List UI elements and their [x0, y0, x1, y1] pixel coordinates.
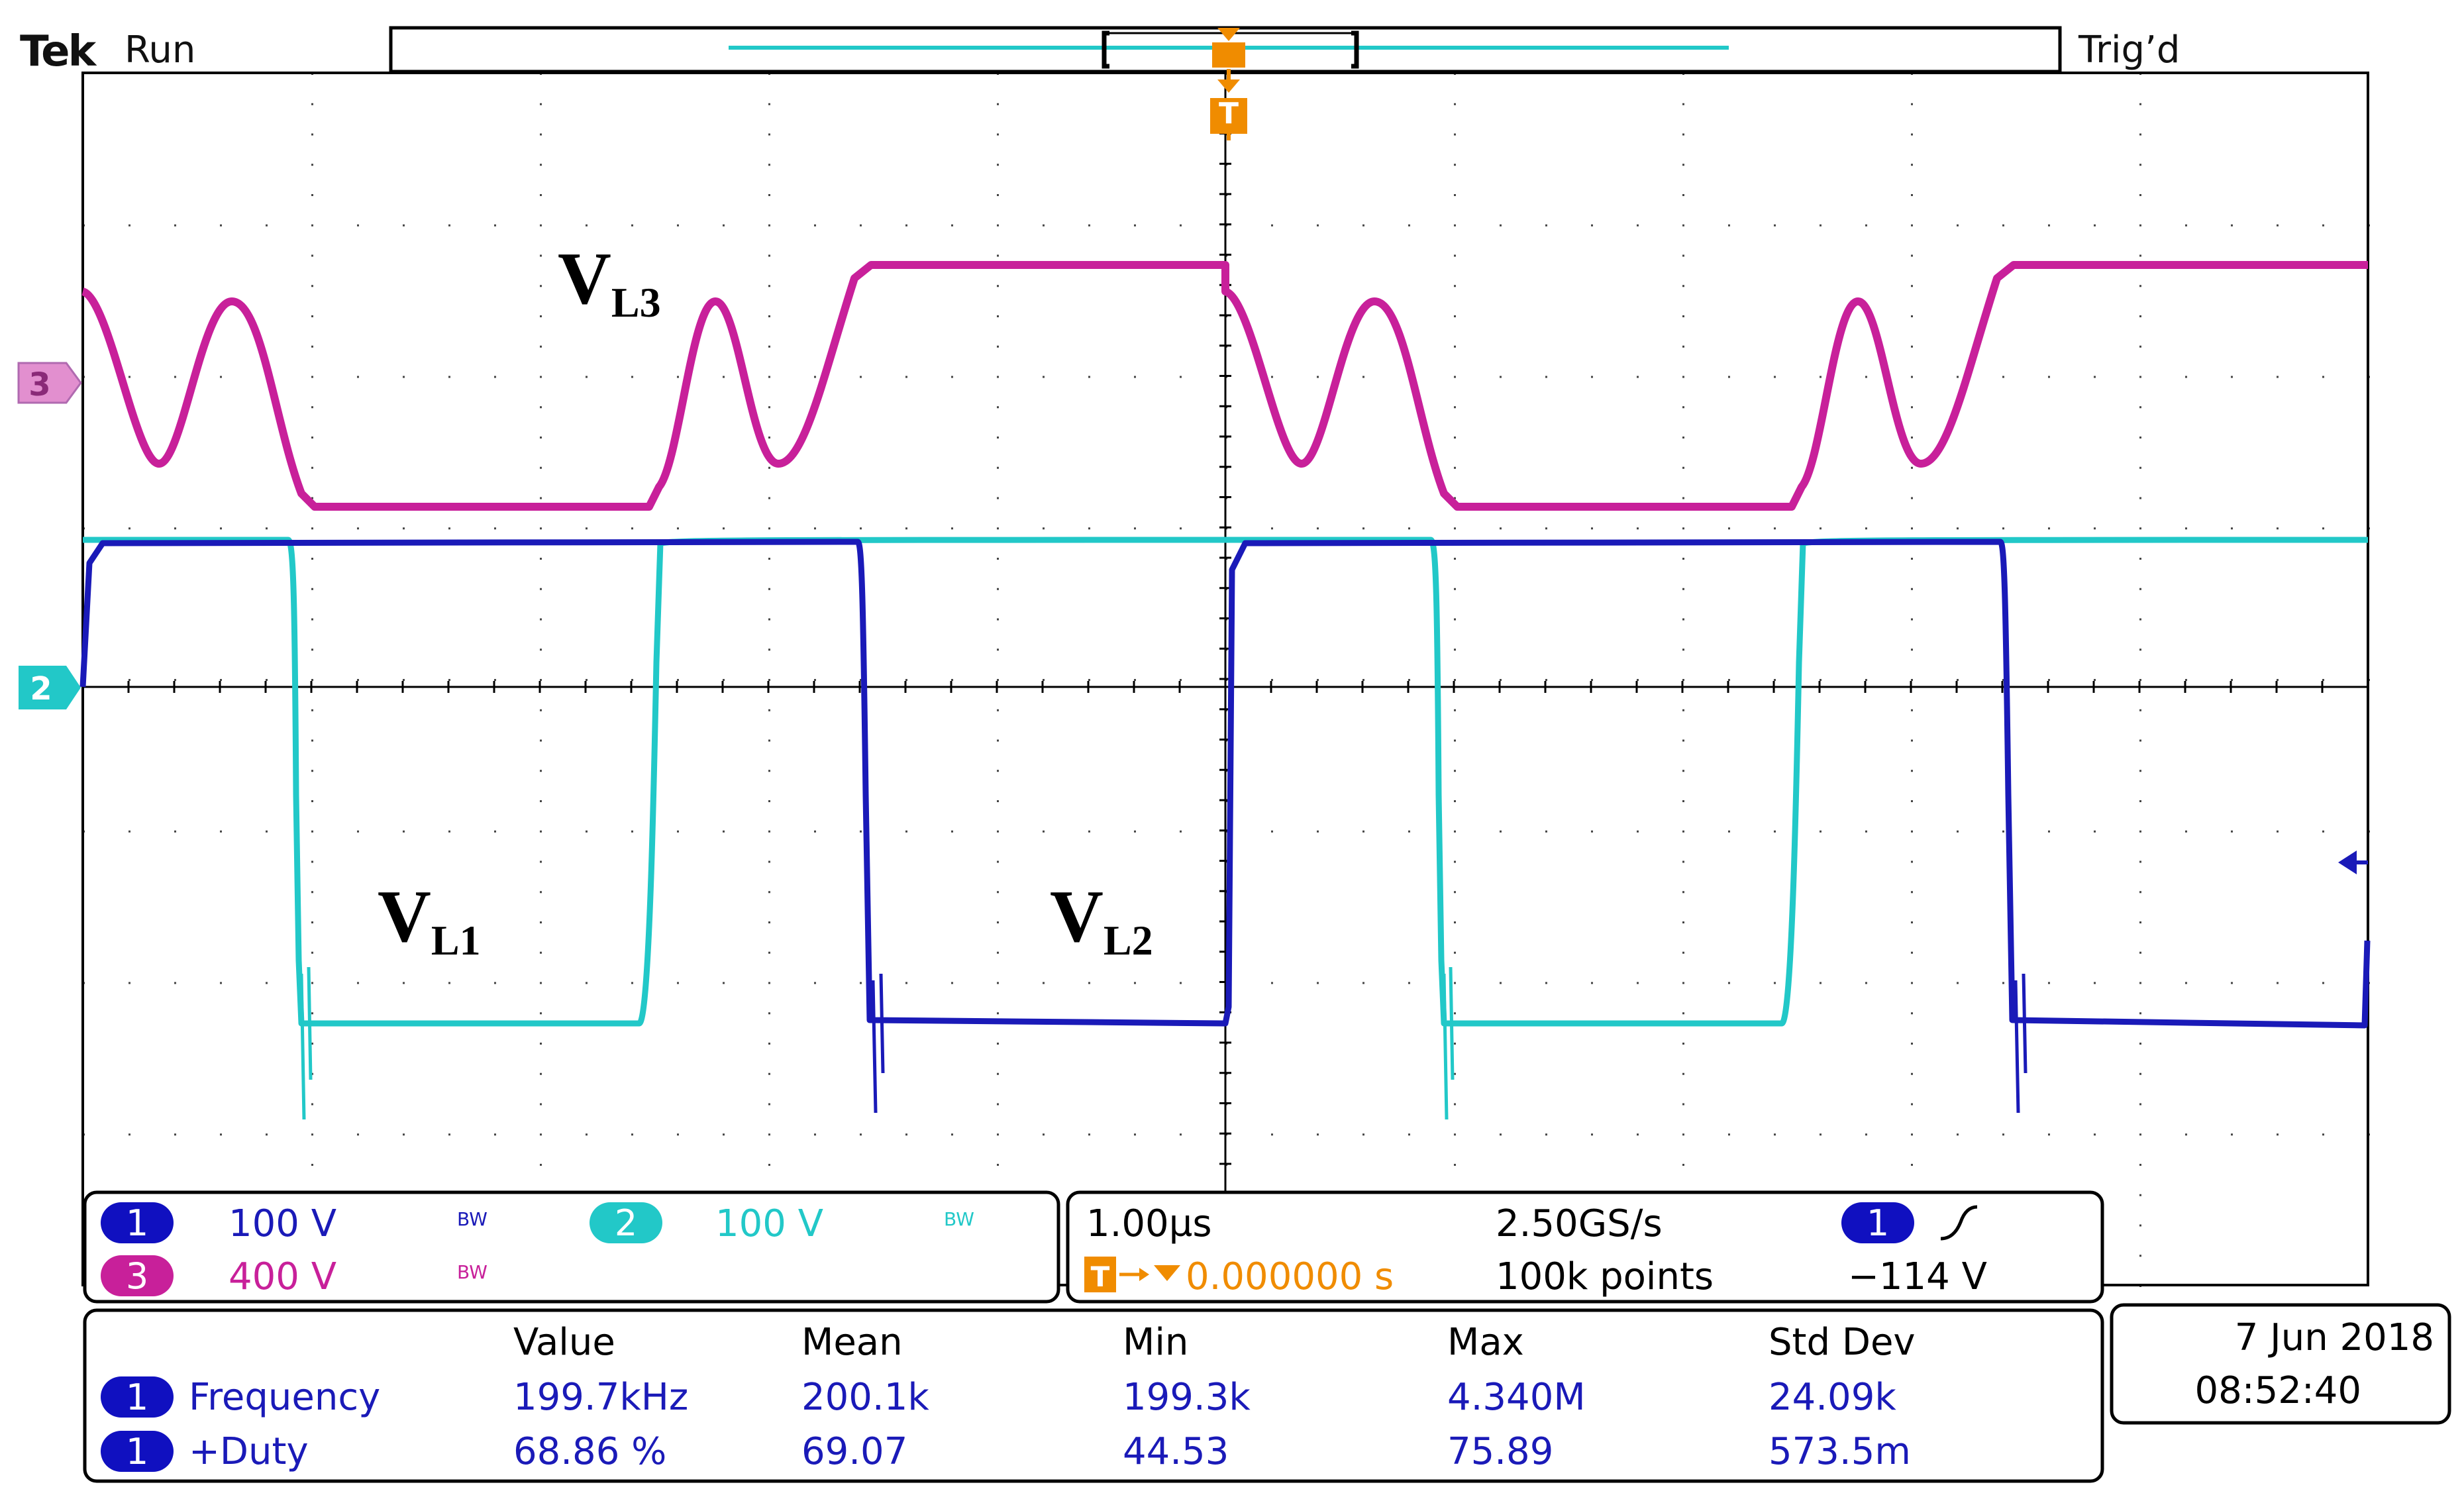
trigger-level[interactable]: −114 V — [1848, 1255, 1987, 1298]
measurement-row-frequency: 1 Frequency 199.7kHz 200.1k 199.3k 4.340… — [101, 1376, 1896, 1419]
record-length: 100k points — [1496, 1255, 1714, 1298]
svg-text:75.89: 75.89 — [1447, 1430, 1553, 1473]
ch2-badge[interactable]: 2 — [590, 1202, 662, 1244]
ch3-bw: BW — [457, 1261, 488, 1283]
svg-text:44.53: 44.53 — [1123, 1430, 1229, 1473]
ch2-waveform-b — [1225, 537, 2369, 1027]
acquisition-state: Run — [125, 28, 196, 72]
svg-text:24.09k: 24.09k — [1769, 1376, 1896, 1419]
ch1-bw: BW — [457, 1208, 488, 1230]
svg-text:1: 1 — [126, 1376, 148, 1418]
svg-text:199.7kHz: 199.7kHz — [513, 1376, 688, 1419]
measurement-row-duty: 1 +Duty 68.86 % 69.07 44.53 75.89 573.5m — [101, 1430, 1911, 1473]
ch1-badge[interactable]: 1 — [101, 1202, 174, 1244]
measurement-headers: Value Mean Min Max Std Dev — [513, 1321, 1916, 1364]
svg-text:Frequency: Frequency — [189, 1376, 380, 1419]
svg-text:T: T — [1219, 97, 1239, 130]
ch1-waveform-a — [79, 539, 2371, 1029]
svg-text:3: 3 — [28, 366, 50, 403]
ch1-scale: 100 V — [229, 1202, 336, 1245]
ch2-ringing — [299, 966, 1455, 1120]
svg-text:Min: Min — [1123, 1321, 1188, 1364]
svg-text:2: 2 — [30, 670, 52, 707]
svg-text:T: T — [1091, 1261, 1110, 1293]
channel-3-marker[interactable]: 3 — [17, 362, 82, 404]
trigger-position-icon: T — [1084, 1257, 1180, 1293]
svg-text:2: 2 — [615, 1202, 637, 1244]
ch1-ringing — [871, 973, 2028, 1113]
trace-label-vl3: VL3 — [558, 238, 661, 326]
svg-text:1: 1 — [126, 1202, 148, 1244]
svg-text:Std Dev: Std Dev — [1769, 1321, 1916, 1364]
graticule — [81, 72, 2370, 1287]
datetime-box — [2110, 1303, 2451, 1425]
trace-label-vl2: VL2 — [1050, 876, 1153, 964]
ch2-bw: BW — [944, 1208, 974, 1230]
date: 7 Jun 2018 — [2235, 1316, 2434, 1359]
trace-label-vl1: VL1 — [378, 876, 481, 964]
svg-text:4.340M: 4.340M — [1447, 1376, 1586, 1419]
trigger-position-marker[interactable]: T — [1210, 28, 1247, 140]
svg-text:Mean: Mean — [801, 1321, 903, 1364]
svg-text:1: 1 — [1867, 1202, 1889, 1244]
trigger-source-badge[interactable]: 1 — [1841, 1202, 1914, 1244]
ch2-scale: 100 V — [715, 1202, 823, 1245]
ch3-badge[interactable]: 3 — [101, 1255, 174, 1297]
svg-text:3: 3 — [126, 1255, 148, 1297]
svg-text:Value: Value — [513, 1321, 615, 1364]
rising-edge-icon — [1940, 1205, 1978, 1241]
time: 08:52:40 — [2194, 1369, 2361, 1412]
svg-text:Max: Max — [1447, 1321, 1524, 1364]
trigger-status: Trig’d — [2079, 28, 2181, 72]
svg-text:573.5m: 573.5m — [1769, 1430, 1911, 1473]
ch3-scale: 400 V — [229, 1255, 336, 1298]
svg-text:1: 1 — [126, 1431, 148, 1473]
tek-logo: Tek — [20, 27, 96, 76]
graticule-ticks — [81, 72, 2369, 1286]
svg-text:200.1k: 200.1k — [801, 1376, 929, 1419]
sample-rate: 2.50GS/s — [1496, 1202, 1663, 1245]
channel-info-box — [83, 1190, 1060, 1304]
channel-2-marker[interactable]: 2 — [19, 666, 81, 709]
time-per-div[interactable]: 1.00µs — [1086, 1202, 1212, 1245]
trigger-position[interactable]: 0.000000 s — [1186, 1255, 1394, 1298]
svg-text:199.3k: 199.3k — [1123, 1376, 1251, 1419]
svg-text:69.07: 69.07 — [801, 1430, 907, 1473]
ch3-waveform — [81, 261, 2368, 511]
svg-text:+Duty: +Duty — [189, 1430, 309, 1473]
svg-text:68.86 %: 68.86 % — [513, 1430, 666, 1473]
trigger-level-arrow[interactable] — [2338, 851, 2368, 874]
measurements-box — [83, 1308, 2104, 1483]
